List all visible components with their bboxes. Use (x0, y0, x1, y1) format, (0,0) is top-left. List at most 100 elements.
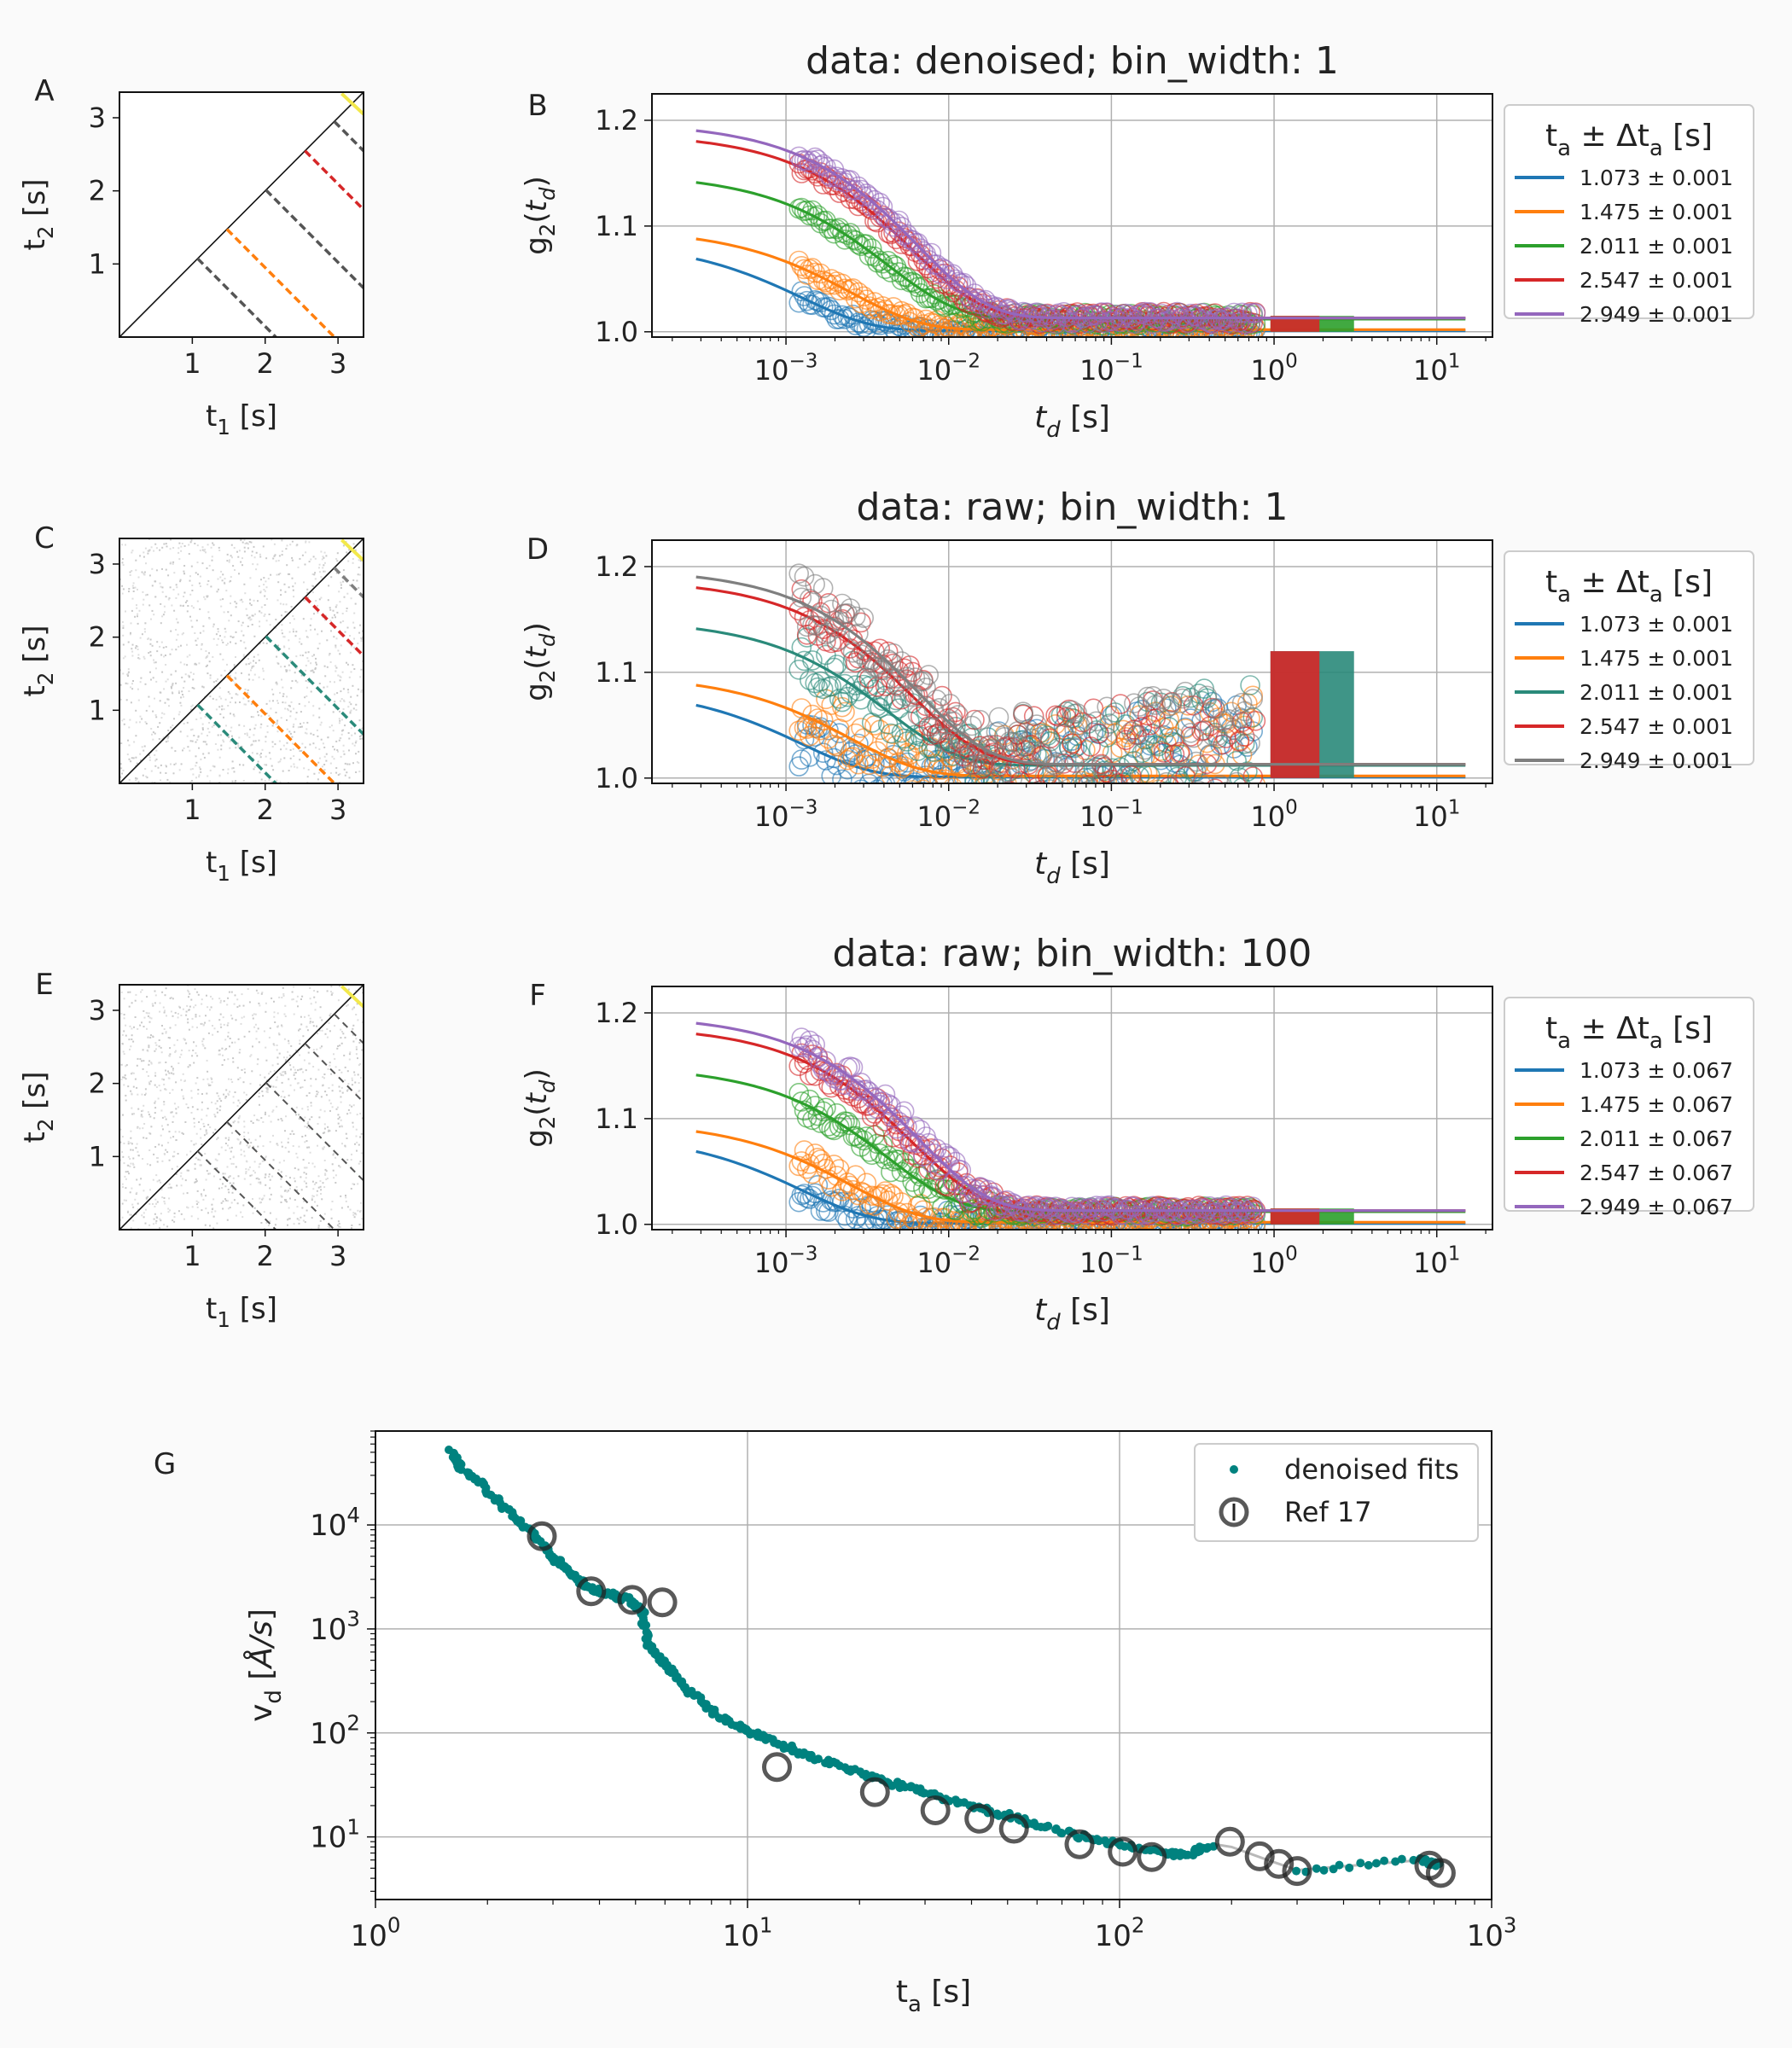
noise-pixel (227, 1138, 230, 1141)
noise-pixel (218, 998, 221, 1000)
noise-pixel (166, 1015, 167, 1017)
noise-pixel (331, 755, 334, 758)
noise-pixel (352, 561, 354, 564)
noise-pixel (121, 561, 124, 564)
data-point (1219, 783, 1238, 802)
noise-pixel (155, 1086, 158, 1088)
noise-pixel (268, 752, 271, 754)
noise-pixel (188, 991, 189, 993)
noise-pixel (268, 614, 271, 615)
noise-pixel (270, 1070, 272, 1073)
noise-pixel (308, 561, 311, 563)
noise-pixel (223, 1000, 225, 1003)
noise-pixel (282, 603, 285, 606)
noise-pixel (258, 714, 259, 717)
noise-pixel (311, 1180, 314, 1183)
noise-pixel (342, 688, 345, 690)
noise-pixel (230, 991, 233, 993)
data-point (958, 286, 980, 307)
noise-pixel (150, 1034, 152, 1037)
noise-pixel (217, 628, 219, 631)
noise-pixel (163, 1011, 166, 1014)
noise-pixel (190, 565, 193, 567)
noise-pixel (358, 750, 360, 753)
noise-pixel (172, 561, 175, 563)
noise-pixel (243, 1126, 246, 1128)
noise-pixel (245, 608, 247, 610)
noise-pixel (331, 724, 333, 727)
noise-pixel (160, 1219, 162, 1222)
noise-pixel (303, 1167, 305, 1169)
noise-pixel (125, 610, 126, 613)
noise-pixel (170, 1111, 172, 1114)
noise-pixel (223, 708, 225, 711)
noise-pixel (169, 586, 172, 589)
noise-pixel (186, 1206, 188, 1208)
noise-pixel (239, 701, 241, 703)
noise-pixel (305, 1140, 308, 1143)
noise-pixel (257, 992, 259, 994)
noise-pixel (121, 558, 124, 560)
data-point (1242, 689, 1263, 709)
noise-pixel (322, 567, 324, 569)
y-tick-label: 1.1 (595, 210, 638, 242)
noise-pixel (240, 1022, 242, 1025)
data-point (1035, 789, 1054, 808)
noise-pixel (226, 1123, 229, 1125)
noise-pixel (334, 693, 336, 695)
noise-pixel (349, 712, 352, 714)
noise-pixel (229, 1207, 231, 1209)
noise-pixel (311, 655, 314, 657)
noise-pixel (282, 1070, 285, 1073)
y-axis-label: t2​ [s] (18, 625, 58, 697)
noise-pixel (338, 722, 340, 724)
noise-pixel (175, 584, 177, 586)
noise-pixel (209, 674, 212, 677)
noise-pixel (135, 647, 137, 649)
noise-pixel (330, 1217, 333, 1219)
noise-pixel (157, 1097, 160, 1100)
noise-pixel (297, 1069, 300, 1072)
noise-pixel (340, 1028, 342, 1031)
noise-pixel (223, 611, 225, 614)
noise-pixel (344, 724, 346, 727)
noise-pixel (159, 1226, 161, 1229)
noise-pixel (186, 1004, 189, 1007)
noise-pixel (284, 701, 287, 704)
noise-pixel (274, 743, 276, 746)
noise-pixel (292, 589, 294, 591)
data-point (1150, 707, 1172, 729)
noise-pixel (315, 1001, 317, 1004)
data-point (1201, 725, 1223, 746)
noise-pixel (181, 1132, 183, 1134)
noise-pixel (190, 708, 193, 711)
noise-pixel (196, 1203, 198, 1206)
noise-pixel (125, 1187, 127, 1190)
noise-pixel (153, 659, 154, 661)
noise-pixel (335, 1182, 337, 1184)
noise-pixel (286, 742, 288, 744)
data-point (886, 212, 906, 234)
noise-pixel (212, 655, 214, 658)
noise-pixel (172, 1120, 174, 1123)
y-tick-label: 1.0 (595, 762, 638, 794)
noise-pixel (306, 776, 309, 778)
noise-pixel (261, 1090, 264, 1092)
noise-pixel (305, 669, 307, 672)
noise-pixel (244, 1071, 246, 1073)
noise-pixel (289, 757, 292, 759)
noise-pixel (154, 994, 157, 997)
data-point (805, 1143, 826, 1164)
noise-pixel (249, 619, 252, 621)
noise-pixel (332, 1154, 335, 1156)
noise-pixel (248, 616, 251, 619)
noise-pixel (259, 756, 262, 759)
noise-pixel (243, 724, 246, 727)
data-point (829, 218, 850, 238)
noise-pixel (259, 1073, 261, 1076)
diagonal-line (119, 985, 364, 1230)
noise-pixel (185, 1103, 188, 1106)
data-point (918, 775, 939, 783)
noise-pixel (139, 681, 142, 684)
